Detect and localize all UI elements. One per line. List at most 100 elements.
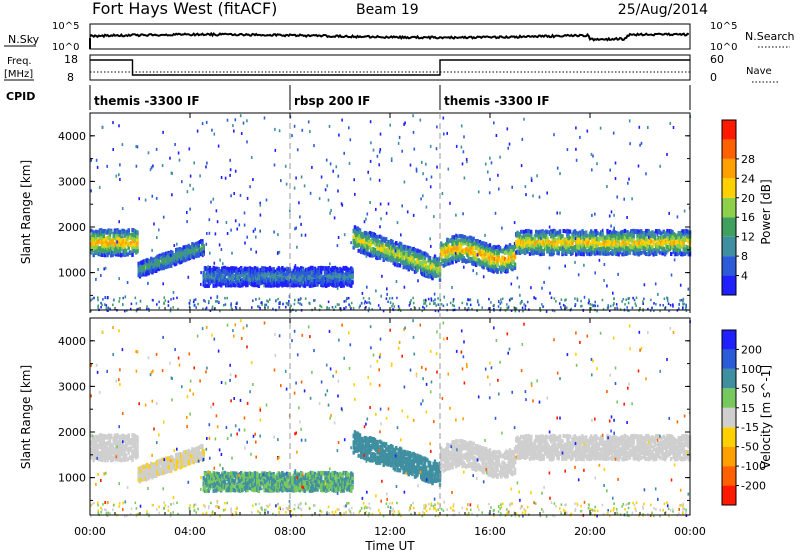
power-noise-cell: [424, 307, 426, 310]
power-noise-cell: [388, 202, 390, 205]
power-noise-cell: [391, 305, 393, 308]
nsky-label: N.Sky: [8, 33, 40, 46]
power-noise-cell: [523, 118, 525, 121]
power-cell: [374, 248, 376, 252]
power-cell: [203, 244, 205, 248]
power-noise-cell: [657, 234, 659, 237]
power-noise-cell: [486, 263, 488, 266]
power-noise-cell: [330, 162, 332, 165]
power-noise-cell: [122, 207, 124, 210]
power-noise-cell: [678, 303, 680, 306]
power-noise-cell: [631, 197, 633, 200]
power-noise-cell: [364, 220, 366, 223]
power-noise-cell: [179, 159, 181, 162]
power-noise-cell: [187, 190, 189, 193]
power-noise-cell: [379, 179, 381, 182]
power-noise-cell: [390, 301, 392, 304]
freq-tick-top: 18: [64, 53, 78, 66]
power-noise-cell: [200, 271, 202, 274]
power-noise-cell: [225, 303, 227, 306]
power-noise-cell: [172, 306, 174, 309]
power-noise-cell: [193, 188, 195, 191]
power-noise-cell: [169, 157, 171, 160]
power-noise-cell: [239, 223, 241, 226]
power-noise-cell: [628, 302, 630, 305]
power-noise-cell: [189, 147, 191, 150]
power-noise-cell: [309, 130, 311, 133]
power-noise-cell: [413, 214, 415, 217]
power-noise-cell: [541, 303, 543, 306]
power-noise-cell: [591, 153, 593, 156]
power-noise-cell: [151, 166, 153, 169]
power-noise-cell: [670, 304, 672, 307]
power-cell: [385, 237, 387, 241]
power-noise-cell: [156, 148, 158, 151]
power-noise-cell: [532, 194, 534, 197]
power-noise-cell: [525, 185, 527, 188]
power-noise-cell: [498, 300, 500, 303]
power-noise-cell: [607, 231, 609, 234]
power-cell: [136, 242, 138, 246]
power-noise-cell: [386, 212, 388, 215]
power-noise-cell: [235, 306, 237, 309]
power-noise-cell: [603, 279, 605, 282]
power-noise-cell: [252, 300, 254, 303]
power-noise-cell: [557, 167, 559, 170]
power-noise-cell: [655, 282, 657, 285]
power-noise-cell: [399, 136, 401, 139]
power-noise-cell: [246, 236, 248, 239]
power-noise-cell: [606, 185, 608, 188]
power-noise-cell: [285, 165, 287, 168]
power-noise-cell: [362, 292, 364, 295]
power-noise-cell: [541, 287, 543, 290]
power-noise-cell: [391, 157, 393, 160]
power-noise-cell: [477, 253, 479, 256]
power-noise-cell: [449, 202, 451, 205]
power-noise-cell: [530, 286, 532, 289]
power-noise-cell: [584, 296, 586, 299]
power-noise-cell: [163, 216, 165, 219]
nave-tick-top: 60: [710, 53, 724, 66]
power-noise-cell: [112, 304, 114, 307]
power-noise-cell: [230, 229, 232, 232]
power-cell: [475, 257, 477, 261]
power-noise-cell: [455, 234, 457, 237]
power-noise-cell: [496, 134, 498, 137]
power-cell: [506, 245, 508, 249]
power-noise-cell: [232, 124, 234, 127]
power-cell: [530, 234, 532, 238]
power-noise-cell: [604, 263, 606, 266]
power-noise-cell: [337, 287, 339, 290]
power-cell: [601, 232, 603, 236]
power-noise-cell: [249, 185, 251, 188]
power-noise-cell: [430, 245, 432, 248]
power-noise-cell: [559, 172, 561, 175]
power-noise-cell: [338, 175, 340, 178]
power-noise-cell: [599, 259, 601, 262]
power-noise-cell: [240, 114, 242, 117]
power-cell: [651, 230, 653, 234]
power-noise-cell: [153, 223, 155, 226]
power-noise-cell: [156, 197, 158, 200]
power-noise-cell: [297, 148, 299, 151]
power-cell: [495, 245, 497, 249]
power-noise-cell: [613, 214, 615, 217]
power-noise-cell: [216, 209, 218, 212]
power-noise-cell: [463, 266, 465, 269]
power-noise-cell: [90, 189, 92, 192]
power-noise-cell: [259, 230, 261, 233]
power-noise-cell: [262, 268, 264, 271]
power-noise-cell: [655, 303, 657, 306]
power-noise-cell: [436, 147, 438, 150]
power-noise-cell: [410, 164, 412, 167]
power-noise-cell: [609, 215, 611, 218]
beam-title: Beam 19: [356, 2, 419, 18]
power-noise-cell: [466, 158, 468, 161]
power-noise-cell: [491, 161, 493, 164]
power-noise-cell: [431, 176, 433, 179]
power-noise-cell: [200, 283, 202, 286]
power-cell: [213, 284, 215, 288]
